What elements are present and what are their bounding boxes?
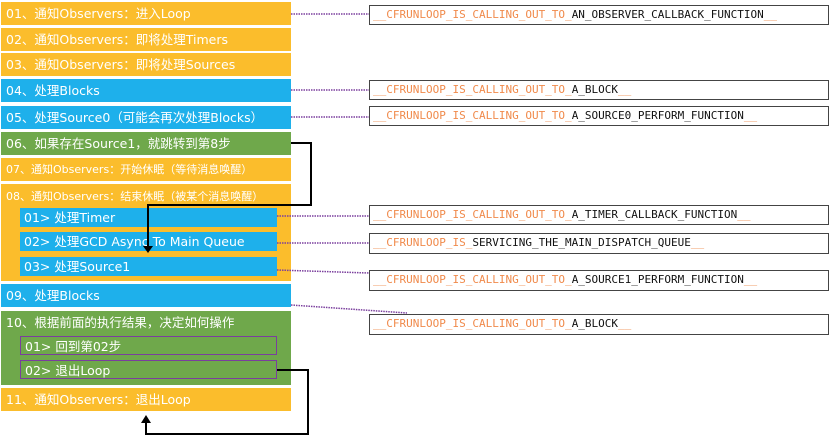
step-08: 08、通知Observers：结束休眠（被某个消息唤醒）	[6, 190, 264, 203]
step-04: 04、处理Blocks	[1, 79, 291, 102]
function-prefix: __CFRUNLOOP_IS_CALLING_OUT_TO_	[373, 208, 572, 221]
function-prefix: __CFRUNLOOP_IS_CALLING_OUT_TO_	[373, 109, 572, 122]
step-10-sub-2: 02> 退出Loop	[20, 360, 277, 379]
step-10: 10、根据前面的执行结果，决定如何操作	[6, 315, 235, 330]
function-suffix: __	[618, 83, 632, 96]
function-name: A_TIMER_CALLBACK_FUNCTION	[571, 208, 738, 221]
step-05: 05、处理Source0（可能会再次处理Blocks）	[1, 106, 291, 129]
function-suffix: __	[690, 236, 705, 249]
function-prefix: __CFRUNLOOP_IS_CALLING_OUT_TO_	[373, 273, 572, 286]
arrowhead-down-icon	[143, 246, 153, 253]
function-box: __CFRUNLOOP_IS_SERVICING_THE_MAIN_DISPAT…	[369, 233, 829, 254]
function-suffix: __	[737, 208, 751, 221]
function-prefix: __CFRUNLOOP_IS_	[373, 236, 473, 249]
function-box: __CFRUNLOOP_IS_CALLING_OUT_TO_A_BLOCK__	[369, 80, 829, 100]
connector-line	[276, 269, 370, 274]
step-08-sub-3: 03> 处理Source1	[20, 257, 277, 276]
function-box: __CFRUNLOOP_IS_CALLING_OUT_TO_A_BLOCK__	[369, 314, 829, 335]
step-06: 06、如果存在Source1，就跳转到第8步	[1, 132, 291, 155]
step-10-container: 10、根据前面的执行结果，决定如何操作	[1, 311, 291, 385]
function-name: A_SOURCE1_PERFORM_FUNCTION	[571, 273, 744, 286]
function-box: __CFRUNLOOP_IS_CALLING_OUT_TO_AN_OBSERVE…	[369, 5, 829, 25]
function-name: AN_OBSERVER_CALLBACK_FUNCTION	[571, 8, 764, 21]
step-09: 09、处理Blocks	[1, 284, 291, 307]
step-11: 11、通知Observers：退出Loop	[1, 388, 291, 411]
function-prefix: __CFRUNLOOP_IS_CALLING_OUT_TO_	[373, 317, 572, 330]
function-box: __CFRUNLOOP_IS_CALLING_OUT_TO_A_SOURCE1_…	[369, 270, 829, 291]
function-name: A_BLOCK	[571, 83, 619, 96]
jump-to-step8-arrow	[147, 142, 312, 248]
function-prefix: __CFRUNLOOP_IS_CALLING_OUT_TO_	[373, 8, 572, 21]
step-07: 07、通知Observers：开始休眠（等待消息唤醒）	[1, 158, 291, 181]
function-name: A_BLOCK	[571, 317, 619, 330]
function-suffix: __	[743, 109, 758, 122]
function-box: __CFRUNLOOP_IS_CALLING_OUT_TO_A_SOURCE0_…	[369, 106, 829, 126]
function-prefix: __CFRUNLOOP_IS_CALLING_OUT_TO_	[373, 83, 572, 96]
function-name: A_SOURCE0_PERFORM_FUNCTION	[571, 109, 744, 122]
function-name: SERVICING_THE_MAIN_DISPATCH_QUEUE	[472, 236, 691, 249]
connector-line	[290, 304, 408, 314]
step-01: 01、通知Observers：进入Loop	[1, 2, 291, 25]
function-suffix: __	[743, 273, 758, 286]
function-suffix: __	[763, 8, 777, 21]
function-box: __CFRUNLOOP_IS_CALLING_OUT_TO_A_TIMER_CA…	[369, 205, 829, 225]
exit-loop-arrow	[145, 369, 309, 435]
step-03: 03、通知Observers：即将处理Sources	[1, 53, 291, 76]
arrowhead-up-icon	[141, 415, 151, 423]
function-suffix: __	[618, 317, 632, 330]
step-02: 02、通知Observers：即将处理Timers	[1, 28, 291, 51]
step-10-sub-1: 01> 回到第02步	[20, 336, 277, 355]
